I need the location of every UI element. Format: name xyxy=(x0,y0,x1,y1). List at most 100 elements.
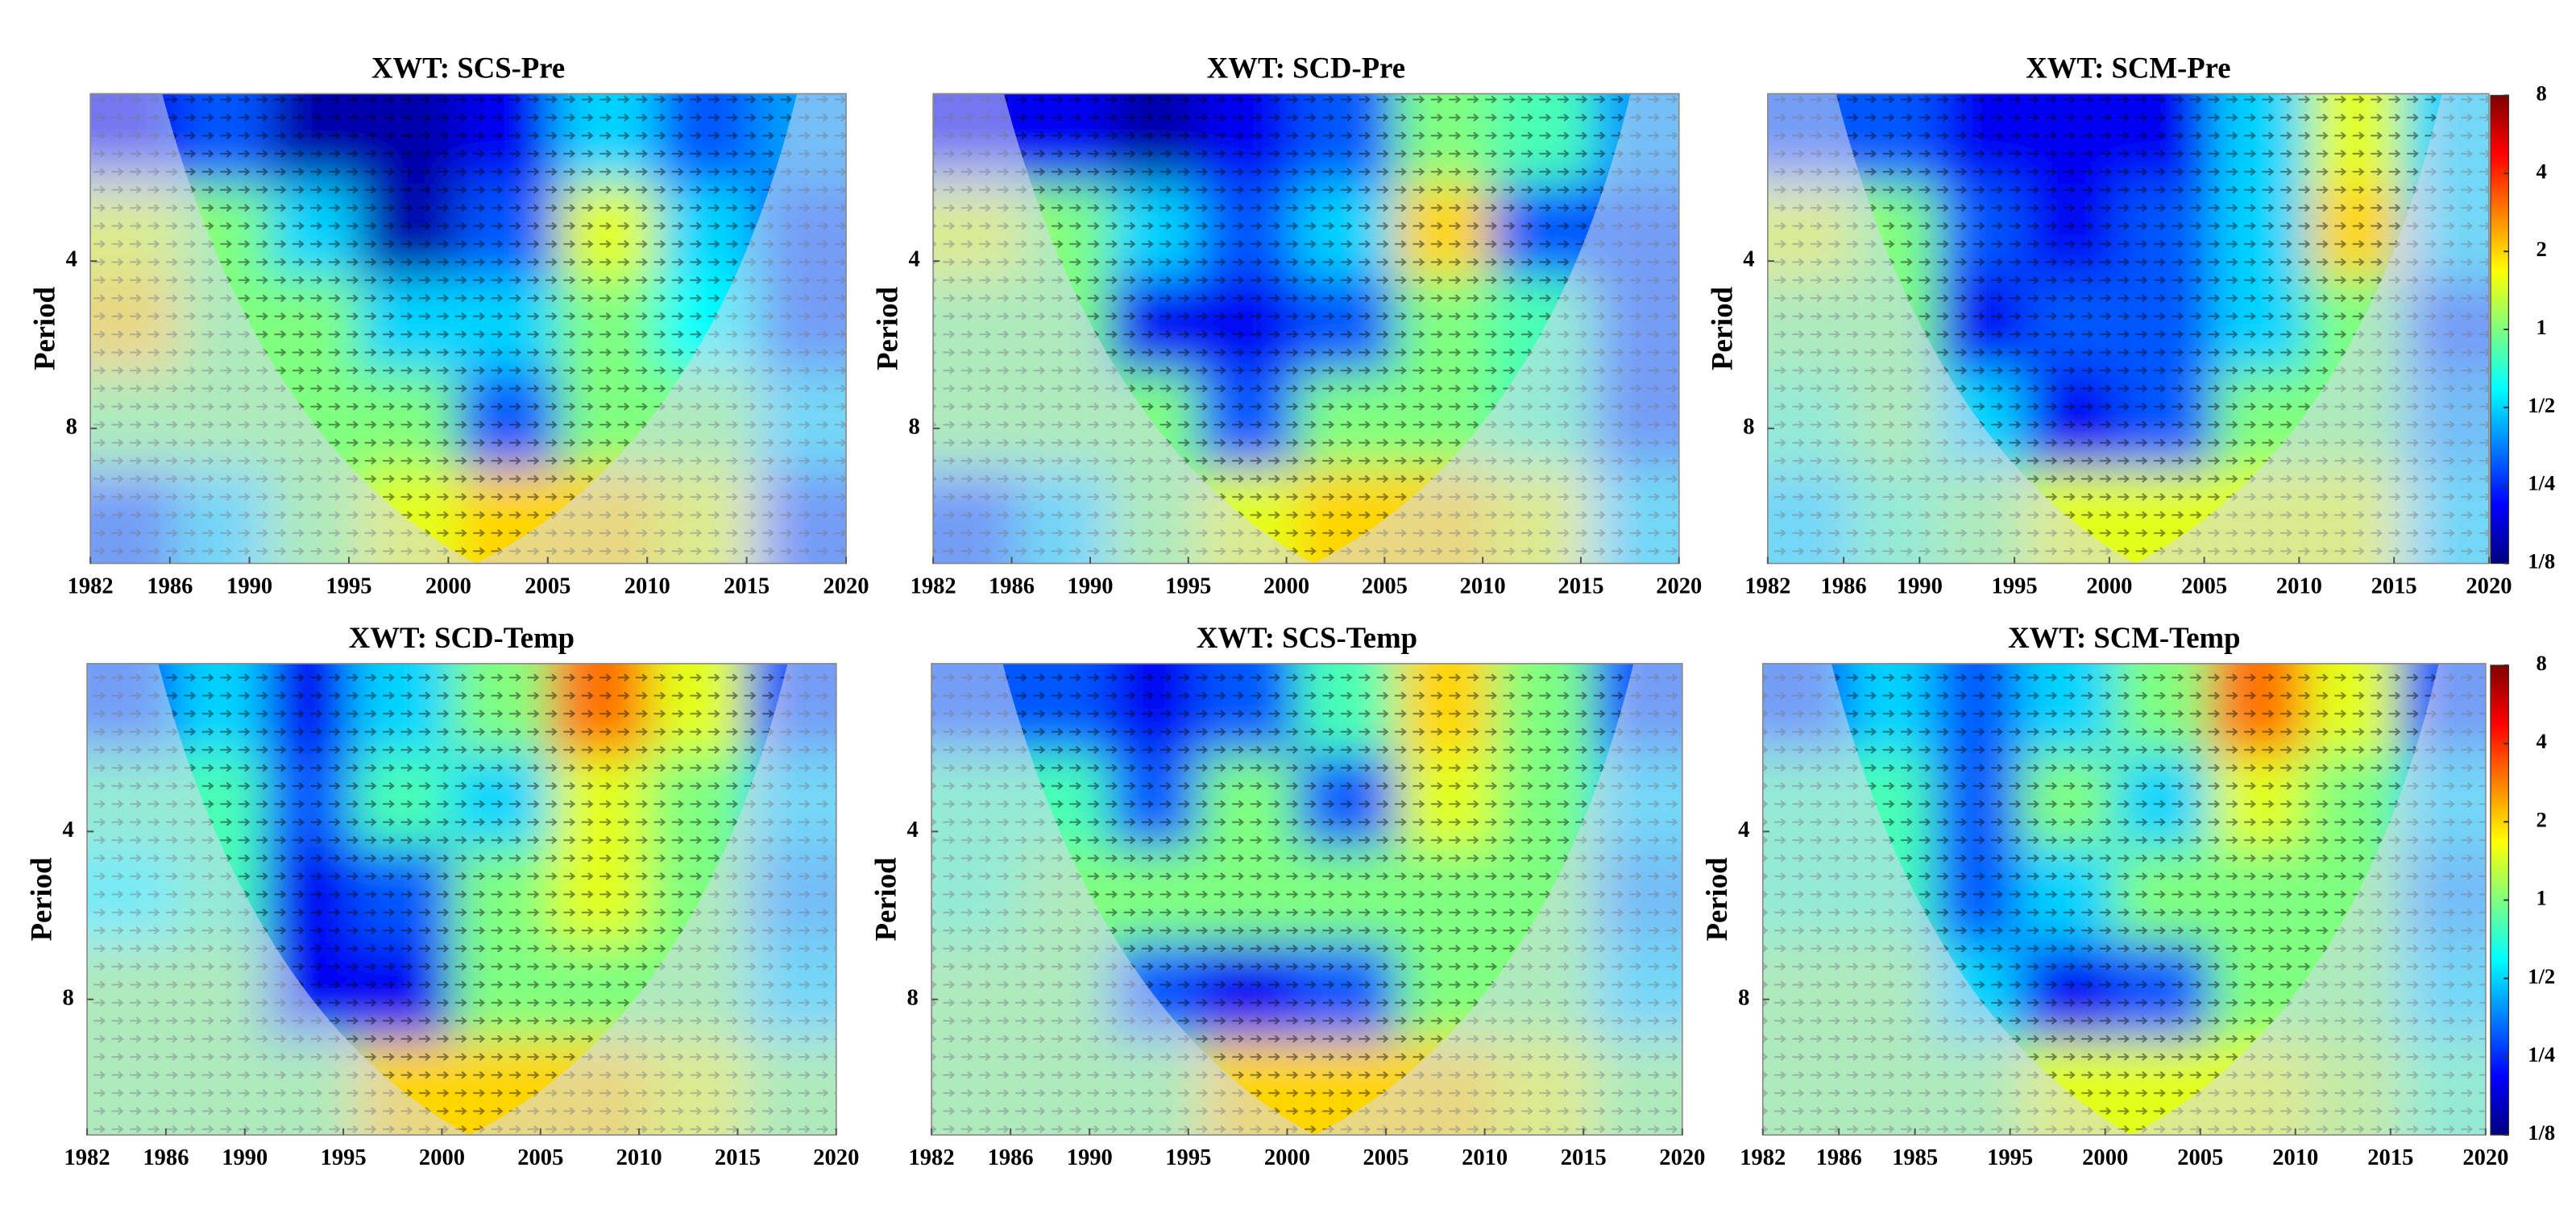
x-tick-label: 2010 xyxy=(1462,1145,1508,1170)
panel-title: XWT: SCD-Pre xyxy=(1207,51,1405,84)
y-tick-label: 4 xyxy=(909,247,920,272)
y-tick-label: 4 xyxy=(1738,818,1749,843)
x-tick-label: 1986 xyxy=(1821,574,1867,599)
frame xyxy=(86,663,837,1136)
panel: XWT: SCS-Pre Period 1982 1986 1990 1995 2000 20… xyxy=(28,51,869,599)
cone-of-influence xyxy=(931,663,1682,1136)
heatmap xyxy=(1767,93,2489,564)
heatmap xyxy=(933,93,1679,564)
x-tick-label: 2005 xyxy=(2177,1145,2223,1170)
x-tick-label: 2020 xyxy=(1659,1145,1705,1170)
colorbar-tick-label: 1/8 xyxy=(2528,1120,2555,1145)
y-tick-label: 4 xyxy=(1743,247,1754,272)
x-tick-label: 1990 xyxy=(1897,574,1943,599)
x-tick-label: 2010 xyxy=(624,574,670,599)
panel: XWT: SCS-Temp Period 1982 1986 1990 1995 2000 2… xyxy=(869,621,1705,1170)
x-tick-label: 2005 xyxy=(517,1145,563,1170)
y-axis-label: Period xyxy=(28,287,61,371)
x-tick-label: 1982 xyxy=(1744,574,1790,599)
colorbar-tick-label: 1/8 xyxy=(2528,549,2555,573)
x-tick-label: 1995 xyxy=(1165,1145,1211,1170)
y-tick-label: 8 xyxy=(1738,985,1749,1010)
y-axis-label: Period xyxy=(1700,858,1733,942)
heatmap xyxy=(1762,663,2486,1136)
colorbar-tick-label: 1/4 xyxy=(2528,1042,2555,1066)
frame xyxy=(89,93,847,565)
x-tick-label: 1982 xyxy=(68,574,114,599)
x-tick-label: 1990 xyxy=(1067,1145,1113,1170)
cone-of-influence xyxy=(90,93,847,564)
cone-of-influence xyxy=(87,663,836,1136)
colorbar-tick-label: 1/2 xyxy=(2528,964,2555,988)
y-tick-label: 8 xyxy=(62,985,73,1010)
y-tick-label: 8 xyxy=(66,414,77,439)
x-tick-label: 2020 xyxy=(823,574,869,599)
x-tick-label: 2015 xyxy=(1558,574,1603,599)
y-tick-label: 8 xyxy=(1743,414,1754,439)
y-tick-label: 8 xyxy=(906,985,918,1010)
x-tick-label: 2020 xyxy=(1656,574,1702,599)
colorbar-tick-label: 8 xyxy=(2537,81,2547,106)
panel: XWT: SCD-Pre Period 1982 1986 1990 1995 2000 20… xyxy=(871,51,1703,599)
heatmap xyxy=(931,663,1682,1136)
x-tick-label: 2005 xyxy=(2181,574,2227,599)
x-tick-label: 2020 xyxy=(2466,574,2512,599)
colorbar-tick-label: 1/2 xyxy=(2528,393,2555,417)
x-tick-label: 2010 xyxy=(2276,574,2322,599)
x-tick-label: 1982 xyxy=(909,1145,955,1170)
x-tick-label: 2000 xyxy=(425,574,471,599)
panel-title: XWT: SCM-Pre xyxy=(2026,51,2230,84)
panel-title: XWT: SCM-Temp xyxy=(2008,621,2240,654)
x-tick-label: 1986 xyxy=(988,1145,1034,1170)
panel-title: XWT: SCS-Temp xyxy=(1197,621,1417,654)
x-tick-label: 2000 xyxy=(2082,1145,2128,1170)
x-tick-label: 1986 xyxy=(1816,1145,1862,1170)
x-tick-label: 2010 xyxy=(2272,1145,2318,1170)
x-tick-label: 2000 xyxy=(1264,1145,1310,1170)
y-axis-label: Period xyxy=(1705,287,1738,371)
x-tick-label: 2000 xyxy=(2086,574,2132,599)
x-tick-label: 2010 xyxy=(616,1145,662,1170)
x-tick-label: 2005 xyxy=(1363,1145,1408,1170)
x-tick-label: 2015 xyxy=(715,1145,761,1170)
y-axis-label: Period xyxy=(24,858,57,942)
y-axis-label: Period xyxy=(871,287,904,371)
y-tick-label: 4 xyxy=(66,247,77,272)
colorbar-tick-label: 2 xyxy=(2537,237,2547,261)
x-tick-label: 2015 xyxy=(2367,1145,2413,1170)
x-tick-label: 2015 xyxy=(1561,1145,1607,1170)
cone-of-influence xyxy=(933,93,1679,564)
x-tick-label: 2020 xyxy=(2462,1145,2508,1170)
colorbar-tick-label: 4 xyxy=(2537,729,2547,753)
y-tick-label: 4 xyxy=(62,818,73,843)
y-tick-label: 8 xyxy=(909,414,920,439)
x-tick-label: 1995 xyxy=(1987,1145,2033,1170)
panel-title: XWT: SCD-Temp xyxy=(349,621,575,654)
colorbar-tick-label: 1 xyxy=(2537,886,2547,910)
cone-of-influence xyxy=(1767,93,2489,564)
x-tick-label: 2000 xyxy=(419,1145,465,1170)
heatmap xyxy=(87,663,836,1136)
colorbar-tick-label: 1 xyxy=(2537,315,2547,339)
colorbar-tick-label: 1/4 xyxy=(2528,471,2555,495)
x-tick-label: 2000 xyxy=(1263,574,1309,599)
x-tick-label: 2005 xyxy=(1362,574,1408,599)
x-tick-label: 1986 xyxy=(143,1145,189,1170)
frame xyxy=(1761,663,2487,1136)
x-tick-label: 1995 xyxy=(1992,574,2038,599)
frame xyxy=(932,93,1680,565)
frame xyxy=(931,663,1683,1136)
x-tick-label: 1982 xyxy=(1740,1145,1786,1170)
x-tick-label: 1985 xyxy=(1892,1145,1938,1170)
panel: XWT: SCM-Pre Period 1982 1986 1990 1995 2000 20… xyxy=(1705,51,2555,599)
heatmap xyxy=(90,93,847,564)
y-axis-label: Period xyxy=(869,858,902,942)
x-tick-label: 1990 xyxy=(222,1145,268,1170)
colorbar-tick-label: 8 xyxy=(2537,651,2547,675)
x-tick-label: 1986 xyxy=(989,574,1035,599)
colorbar-tick-label: 2 xyxy=(2537,807,2547,831)
x-tick-label: 1990 xyxy=(1067,574,1113,599)
x-tick-label: 2015 xyxy=(724,574,769,599)
